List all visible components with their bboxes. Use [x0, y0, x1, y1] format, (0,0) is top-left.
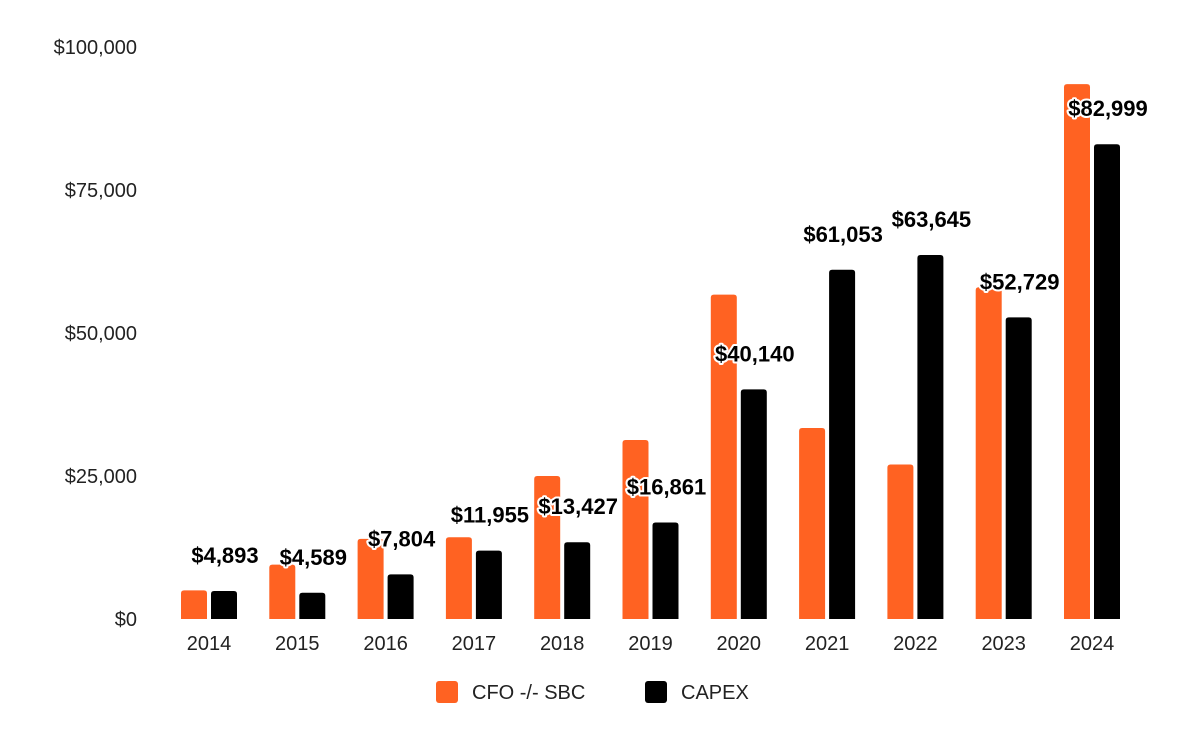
- bar-cfo-sbc: [534, 476, 561, 619]
- bar-capex: [652, 522, 679, 619]
- data-label: $11,955: [451, 503, 529, 528]
- x-tick-label: 2022: [893, 633, 938, 655]
- data-labels: $4,893 $4,589 $7,804 $11,955 $13,427 $16,861 $…: [189, 94, 1149, 572]
- legend-label-capex: CAPEX: [681, 682, 749, 704]
- bar-cfo-sbc: [269, 564, 296, 619]
- legend-label-cfo-sbc: CFO -/- SBC: [472, 682, 585, 704]
- x-tick-label: 2023: [981, 633, 1026, 655]
- bar-capex: [211, 591, 237, 619]
- x-tick-label: 2024: [1070, 633, 1115, 655]
- y-tick-label: $75,000: [65, 180, 137, 202]
- data-label: $4,893: [191, 543, 258, 568]
- x-tick-label: 2016: [363, 633, 408, 655]
- x-tick-label: 2014: [187, 633, 232, 655]
- data-label: $4,589: [280, 545, 347, 570]
- x-tick-label: 2017: [452, 633, 497, 655]
- x-axis: 2014 2015 2016 2017 2018 2019 2020 2021 2022 2023…: [187, 633, 1115, 655]
- x-tick-label: 2021: [805, 633, 850, 655]
- data-label: $16,861: [627, 475, 707, 500]
- bar-capex: [564, 542, 591, 619]
- x-tick-label: 2018: [540, 633, 585, 655]
- bar-cfo-sbc: [1064, 84, 1090, 620]
- bar-cfo-sbc: [710, 294, 737, 619]
- bar-capex: [475, 550, 502, 619]
- bars: [181, 84, 1120, 620]
- data-label: $52,729: [980, 269, 1060, 294]
- y-tick-label: $0: [115, 609, 137, 631]
- bar-capex: [740, 389, 767, 619]
- data-label: $7,804: [368, 526, 436, 551]
- y-tick-label: $100,000: [54, 37, 137, 59]
- y-tick-label: $50,000: [65, 323, 137, 345]
- data-label: $61,053: [803, 222, 883, 247]
- legend-swatch-capex: [645, 681, 667, 703]
- bar-capex: [387, 574, 414, 619]
- bar-capex: [299, 592, 326, 619]
- x-tick-label: 2020: [717, 633, 762, 655]
- y-axis: $0 $25,000 $50,000 $75,000 $100,000: [54, 37, 137, 631]
- bar-capex: [829, 269, 856, 619]
- bar-cfo-sbc: [887, 464, 914, 619]
- y-tick-label: $25,000: [65, 466, 137, 488]
- bar-cfo-sbc: [445, 537, 472, 619]
- bar-cfo-sbc: [622, 439, 649, 619]
- bar-cfo-sbc: [357, 538, 384, 619]
- bar-cfo-sbc: [181, 590, 207, 619]
- data-label: $13,427: [538, 494, 618, 519]
- x-tick-label: 2015: [275, 633, 320, 655]
- data-label: $40,140: [715, 341, 795, 366]
- x-tick-label: 2019: [628, 633, 673, 655]
- bar-cfo-sbc: [799, 427, 826, 619]
- bar-cfo-sbc: [975, 287, 1002, 619]
- bar-capex: [1094, 144, 1120, 619]
- data-label: $63,645: [892, 207, 972, 232]
- data-label: $82,999: [1068, 96, 1148, 121]
- legend-swatch-cfo-sbc: [436, 681, 458, 703]
- bar-capex: [1005, 317, 1032, 619]
- legend: CFO -/- SBC CAPEX: [436, 681, 749, 704]
- bar-capex: [917, 254, 944, 619]
